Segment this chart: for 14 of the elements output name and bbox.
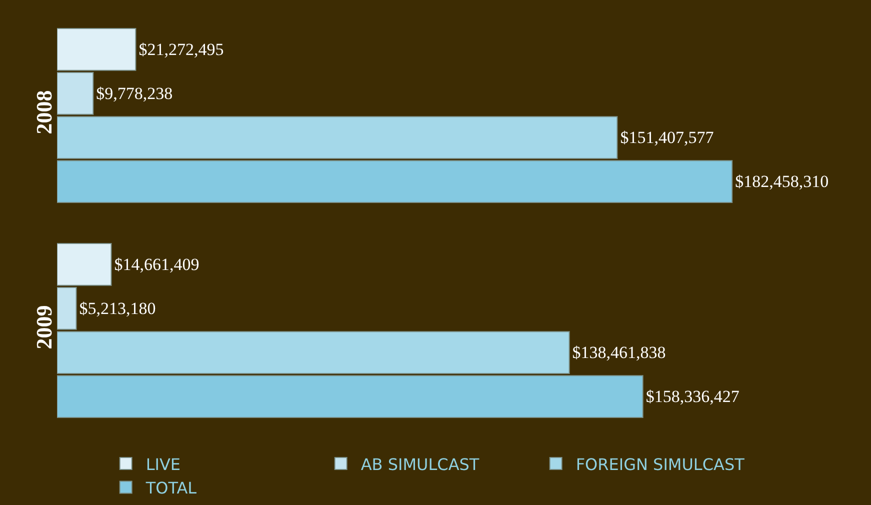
legend-label: LIVE	[146, 454, 181, 474]
y-tick-label: 2009	[32, 305, 57, 350]
data-label: $21,272,495	[138, 40, 224, 59]
data-label: $14,661,409	[114, 254, 200, 274]
y-tick-label: 2008	[32, 90, 57, 134]
data-label: $5,213,180	[79, 298, 156, 318]
legend-label: AB SIMULCAST	[360, 454, 480, 474]
legend-label: FOREIGN SIMULCAST	[576, 454, 745, 474]
data-label: $151,407,577	[620, 128, 714, 148]
legend-label: TOTAL	[144, 478, 197, 498]
data-label: $182,458,310	[735, 172, 829, 192]
data-label: $9,778,238	[96, 84, 173, 103]
data-label: $138,461,838	[572, 343, 666, 362]
data-label: $158,336,427	[646, 387, 740, 406]
